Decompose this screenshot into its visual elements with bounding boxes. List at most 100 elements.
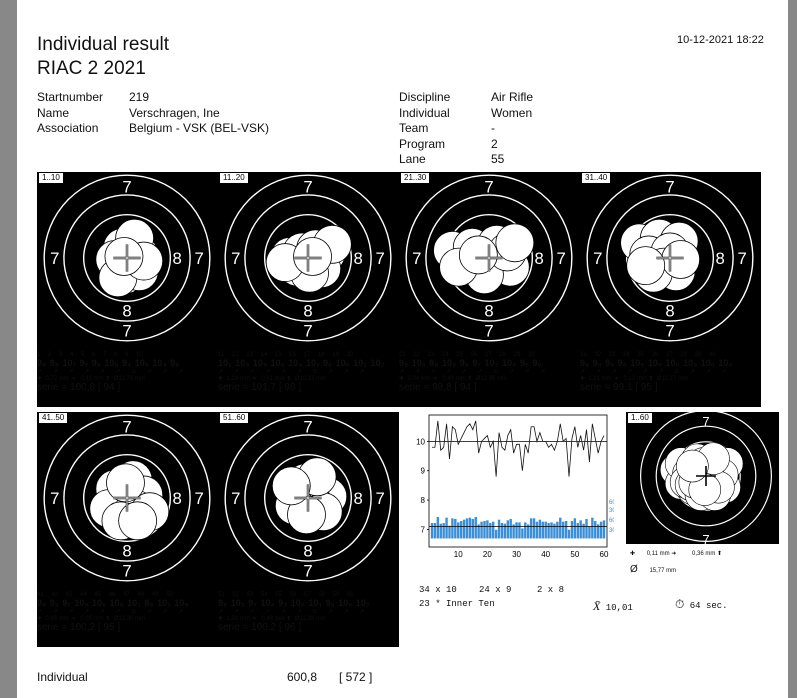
bar	[527, 524, 530, 539]
bar	[559, 517, 562, 539]
page-title: Individual result	[37, 34, 170, 55]
spread: 13,30 mm	[118, 616, 146, 622]
time: ⏱ 64 sec.	[675, 598, 728, 612]
inner-tens: 23 * Inner Ten	[419, 599, 495, 609]
ring-label: 7	[50, 489, 59, 508]
target-face-2: 777 788	[224, 174, 392, 342]
bar	[573, 518, 577, 539]
target-series-6: 7 7 7 7 8 8 51..60	[218, 412, 399, 647]
bar	[439, 523, 442, 539]
bar	[550, 522, 553, 539]
bar	[518, 522, 521, 539]
bar	[538, 519, 542, 539]
x-tick-label: 40	[541, 550, 550, 559]
shot-hole	[293, 237, 332, 276]
bar	[436, 516, 440, 539]
bar	[494, 529, 498, 539]
target-face-3: 777 788	[405, 174, 573, 342]
name-value: Verschragen, Ine	[129, 105, 220, 120]
shot-hole	[661, 240, 701, 279]
score-chart-svg: 10 9 8 7 10 20 30 40 50 60 600 300 60 30	[416, 414, 620, 559]
bar	[486, 520, 489, 539]
result-page: Individual result RIAC 2 2021 10-12-2021…	[17, 0, 788, 698]
serie-total: serie = 100,2 [ 96 ]	[218, 622, 302, 633]
team-value: -	[491, 121, 495, 135]
startnumber-value: 219	[129, 90, 150, 104]
bar	[588, 526, 591, 539]
shot-numbers: 1 2 3 4 5 6 7 8 9 10	[37, 352, 143, 358]
ring-label: 8	[484, 302, 493, 321]
average-value: 10,01	[605, 603, 633, 613]
bar	[599, 521, 603, 539]
average: X̄ 10,01	[593, 599, 633, 614]
shot-numbers: 31 32 33 34 35 36 37 38 39 40	[580, 352, 716, 358]
lane-value: 55	[491, 152, 505, 166]
right-tick-label: 300	[609, 508, 614, 514]
bar	[448, 525, 451, 539]
shot-numbers: 41 42 43 44 45 46 47 48 49 50	[37, 592, 173, 598]
offset-v: 0,49 mm	[442, 376, 466, 382]
bar	[532, 518, 536, 539]
series-3-details: 21 22 23 24 25 26 27 28 29 30 9₈ 10₀ 8₈ 1…	[399, 352, 580, 393]
y-tick-label: 8	[421, 496, 426, 505]
program-label: Program	[399, 136, 446, 151]
target-face-4: 777 788	[586, 174, 754, 342]
offset-h: 0,04 mm	[407, 376, 431, 382]
bar	[430, 523, 434, 539]
series-6-details: 51 52 53 54 55 56 57 58 59 60 9₈ 10₂ 9₇ 1…	[218, 592, 399, 633]
bar	[547, 523, 550, 539]
shot-values: 9₈ 10₀ 8₈ 10₃ 9₈ 9₇ 10₂ 10₄ 9₆ 9₉	[399, 358, 542, 368]
ring-label: 7	[122, 177, 131, 196]
series-offset-stats: ✚ 0,72 mm ➜ 0,42 mm ⬆ Ø11,76 mm	[37, 376, 145, 382]
discipline-label: Discipline	[399, 90, 451, 104]
offset-v: 0,48 mm	[261, 616, 285, 622]
shot-directions: ↗ ↗ ↗ ↗ ↗ ↗ ⊙ ↗ ↗ ↗	[399, 369, 546, 375]
ring-label: 7	[738, 249, 747, 268]
ring-label: 8	[173, 489, 182, 508]
ring-label: 7	[376, 489, 385, 508]
series-range-tag: 21..30	[401, 173, 430, 183]
series-2-details: 11 12 13 14 15 16 17 18 19 20 10₁ 10₃ 10₅…	[218, 352, 399, 393]
ring-label: 7	[122, 561, 131, 580]
shot-hole	[118, 501, 158, 541]
bar	[483, 521, 486, 539]
individual-label: Individual	[399, 105, 450, 120]
bar	[445, 517, 448, 539]
ring-label: 7	[303, 417, 312, 436]
ring-label: 8	[303, 542, 312, 561]
association-value: Belgium - VSK (BEL-VSK)	[129, 121, 270, 135]
offset-v: 0,42 mm	[80, 376, 104, 382]
individual-total-label: Individual	[37, 670, 88, 684]
spread: 11,38 mm	[299, 616, 326, 622]
ring-label: 7	[231, 249, 240, 268]
ring-label: 8	[122, 542, 131, 561]
series-offset-stats: ✚ 1,39 mm ➜ 0,48 mm ⬆ Ø11,38 mm	[218, 616, 326, 622]
lane-label: Lane	[399, 152, 426, 166]
target-series-3: 7 7 7 7 8 8 21..30	[399, 172, 580, 407]
target-face-1: 777 788	[43, 174, 211, 342]
move-icon: ✚	[630, 551, 636, 557]
target-series-4: 7 7 7 7 8 8 31..40	[580, 172, 761, 407]
ring-label: 7	[303, 321, 312, 340]
series-range-tag: 51..60	[220, 413, 249, 423]
ring-label: 7	[231, 489, 240, 508]
team-label: Team	[399, 121, 429, 135]
ring-label: 7	[412, 249, 421, 268]
overall-offset: ✚ 0,11 mm ➜ 0,36 mm ⬆	[630, 551, 723, 557]
bar	[465, 518, 469, 539]
bar	[591, 517, 594, 539]
bar	[585, 519, 588, 539]
spread: 11,37 mm	[661, 376, 688, 382]
ring-label: 7	[665, 177, 674, 196]
ring-label: 7	[665, 321, 674, 340]
shot-hole	[106, 463, 145, 503]
ring-label: 8	[354, 489, 363, 508]
shot-directions: ↗ ↗ ↗ ↗ ↗ ↗ ⊙ ↗ ↗ ↗	[218, 609, 365, 615]
ring-label: 8	[535, 249, 544, 268]
right-tick-label: 30	[609, 528, 614, 534]
offset-h: 0,72 mm	[45, 376, 69, 382]
y-tick-label: 9	[421, 467, 426, 476]
bar	[477, 524, 480, 539]
serie-total: serie = 99,1 [ 95 ]	[580, 382, 658, 393]
bar	[570, 521, 574, 539]
